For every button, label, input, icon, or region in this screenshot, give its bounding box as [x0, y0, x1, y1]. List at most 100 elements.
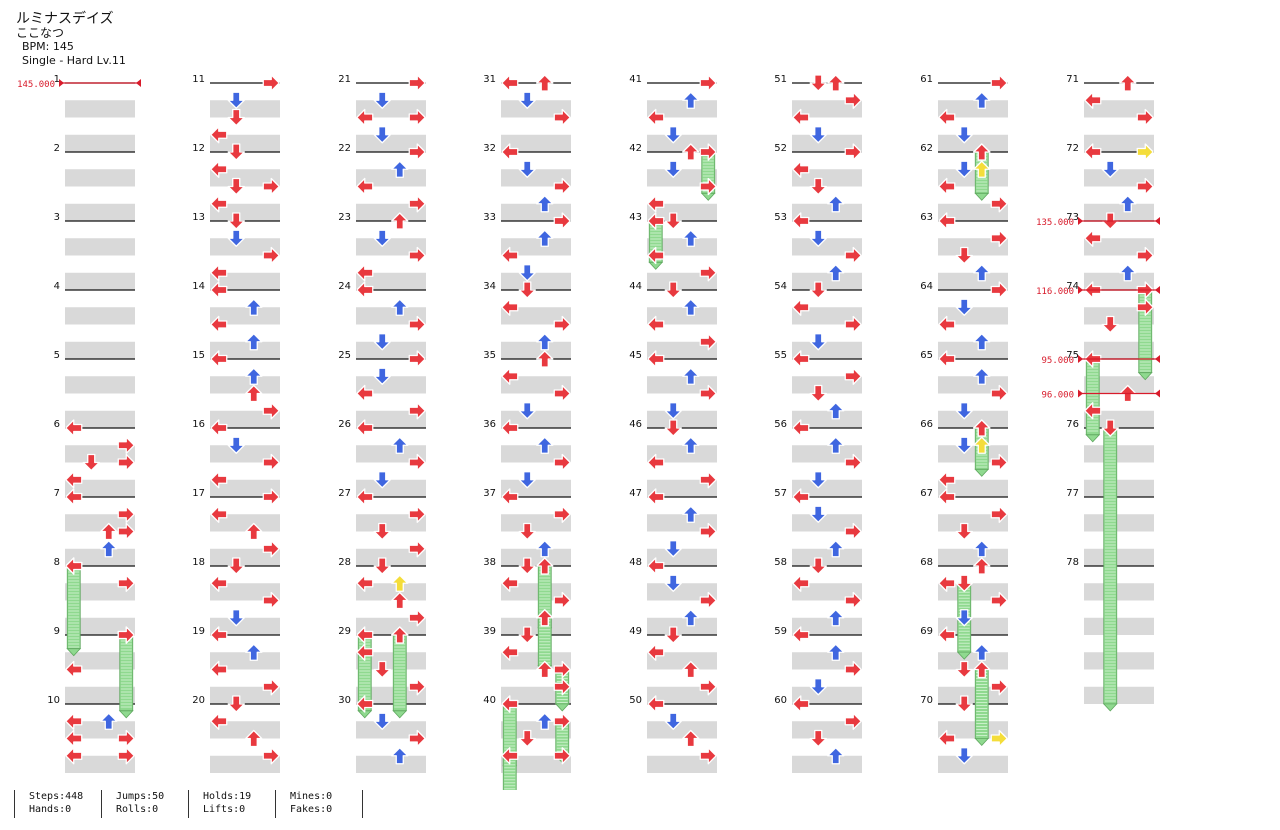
- tap-arrow: [990, 281, 1008, 299]
- measure-number: 54: [774, 281, 787, 292]
- beat-stripe: [210, 617, 280, 635]
- tap-arrow: [664, 281, 682, 299]
- tap-arrow: [356, 177, 374, 196]
- beat-stripe: [210, 479, 280, 497]
- beat-stripe: [65, 307, 135, 325]
- measure-number: 7: [54, 488, 60, 499]
- tap-arrow: [210, 264, 228, 282]
- tap-arrow: [536, 660, 554, 679]
- tap-arrow: [245, 643, 263, 661]
- measure-number: 49: [629, 626, 642, 637]
- hold-head-arrow: [501, 695, 519, 713]
- beat-stripe: [210, 686, 280, 704]
- beat-stripe: [210, 514, 280, 532]
- hold-tail: [974, 192, 990, 201]
- beat-stripe: [938, 376, 1008, 394]
- beat-stripe: [356, 100, 426, 118]
- beat-stripe: [1084, 203, 1154, 221]
- yellow-arrow: [973, 160, 991, 178]
- hold-tail: [956, 651, 972, 660]
- tap-arrow: [990, 453, 1008, 472]
- tap-arrow: [699, 74, 717, 92]
- tap-arrow: [809, 471, 827, 489]
- measure-number: 18: [192, 557, 205, 568]
- tap-arrow: [373, 126, 391, 144]
- tap-arrow: [1101, 160, 1119, 178]
- tap-arrow: [792, 574, 810, 592]
- tap-arrow: [955, 160, 973, 178]
- hold-head-arrow: [553, 660, 571, 679]
- tap-arrow: [262, 540, 280, 558]
- tap-arrow: [210, 712, 228, 730]
- tap-arrow: [117, 453, 135, 472]
- tap-arrow: [792, 695, 810, 713]
- measure-number: 35: [483, 350, 496, 361]
- tap-arrow: [955, 246, 973, 265]
- tap-arrow: [827, 540, 845, 558]
- tap-arrow: [518, 402, 536, 420]
- beat-stripe: [356, 134, 426, 152]
- tap-arrow: [373, 333, 391, 351]
- tap-arrow: [262, 74, 280, 92]
- beat-stripe: [1084, 341, 1154, 359]
- yellow-arrow: [990, 729, 1008, 748]
- tap-arrow: [955, 747, 973, 765]
- tap-arrow: [210, 660, 228, 679]
- beat-stripe: [501, 617, 571, 635]
- beat-stripe: [501, 721, 571, 739]
- beat-stripe: [647, 238, 717, 256]
- tap-arrow: [245, 522, 263, 541]
- hold-tail: [1085, 434, 1101, 443]
- beat-stripe: [501, 341, 571, 359]
- tap-arrow: [501, 298, 519, 316]
- measure-number: 61: [920, 74, 933, 85]
- stat-hands-value: Hands:0: [29, 804, 72, 815]
- tap-arrow: [408, 74, 426, 92]
- beat-stripe: [501, 307, 571, 325]
- tap-arrow: [536, 333, 554, 351]
- measure-number: 32: [483, 143, 496, 154]
- measure-number: 75: [1066, 350, 1079, 361]
- measure-number: 40: [483, 695, 496, 706]
- song-artist: ここなつ: [16, 26, 65, 40]
- stat-divider: [362, 790, 377, 818]
- bpm-label: 96.000: [1041, 391, 1074, 401]
- hold-tail: [554, 703, 570, 712]
- tap-arrow: [664, 574, 682, 592]
- tap-arrow: [100, 712, 118, 730]
- beat-stripe: [792, 376, 862, 394]
- tap-arrow: [408, 540, 426, 558]
- tap-arrow: [973, 333, 991, 351]
- beat-stripe: [1084, 479, 1154, 497]
- tap-arrow: [955, 609, 973, 627]
- beat-stripe: [210, 652, 280, 670]
- tap-arrow: [844, 367, 862, 385]
- tap-arrow: [844, 591, 862, 610]
- tap-arrow: [827, 747, 845, 765]
- tap-arrow: [664, 212, 682, 230]
- hold-body: [974, 669, 989, 739]
- tap-arrow: [501, 367, 519, 385]
- beat-stripe: [65, 721, 135, 739]
- tap-arrow: [699, 177, 717, 196]
- tap-arrow: [1136, 108, 1154, 127]
- tap-arrow: [408, 246, 426, 265]
- hold-body: [119, 634, 134, 712]
- beat-stripe: [1084, 686, 1154, 704]
- beat-stripe: [65, 272, 135, 290]
- beat-stripe: [210, 238, 280, 256]
- tap-arrow: [553, 747, 571, 765]
- tap-arrow: [227, 695, 245, 713]
- beat-stripe: [792, 272, 862, 290]
- beat-stripe: [501, 445, 571, 463]
- tap-arrow: [809, 281, 827, 299]
- tap-arrow: [536, 436, 554, 454]
- tap-arrow: [938, 626, 956, 644]
- beat-stripe: [938, 755, 1008, 773]
- measure-number: 15: [192, 350, 205, 361]
- beat-stripe: [65, 755, 135, 773]
- tap-arrow: [245, 333, 263, 351]
- tap-arrow: [100, 540, 118, 558]
- beat-stripe: [356, 445, 426, 463]
- beat-stripe: [356, 652, 426, 670]
